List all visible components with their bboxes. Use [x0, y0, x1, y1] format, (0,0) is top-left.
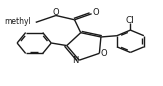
Text: O: O	[101, 49, 107, 58]
Text: N: N	[72, 56, 79, 65]
Text: O: O	[53, 8, 59, 17]
Text: methyl: methyl	[4, 17, 31, 26]
Text: Cl: Cl	[126, 16, 135, 25]
Text: O: O	[93, 8, 100, 17]
